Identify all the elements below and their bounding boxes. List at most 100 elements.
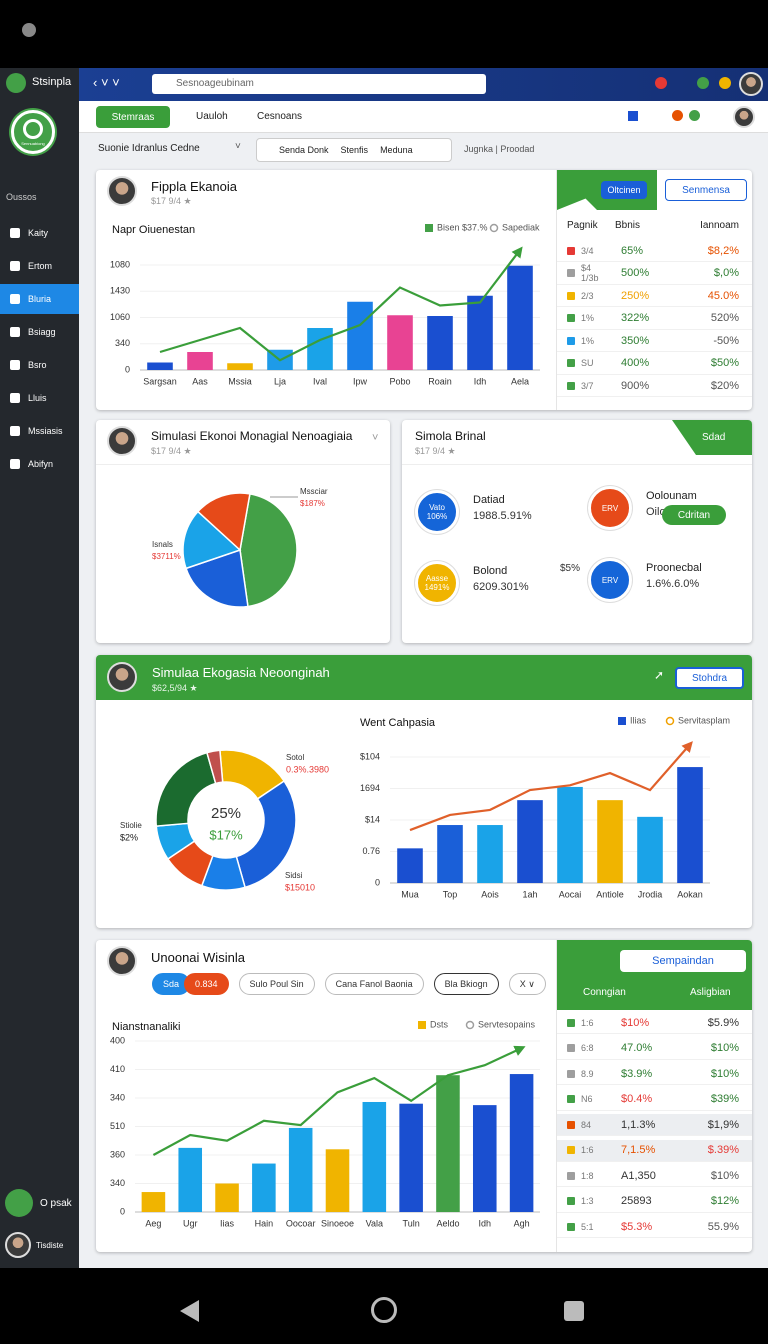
- table-row: 1% 350% -50%: [557, 330, 752, 352]
- filter-option[interactable]: Stenfis: [340, 145, 369, 155]
- nav-icon: [10, 360, 20, 370]
- row-marker: [567, 1018, 575, 1027]
- summary-card: Simola Brinal $17 9/4 ★ Sdad $5% Vato 10…: [402, 420, 752, 643]
- home-key[interactable]: [371, 1297, 397, 1323]
- row-value: $50%: [710, 357, 739, 369]
- tab[interactable]: Uauloh: [196, 111, 228, 122]
- row-marker: [567, 1095, 575, 1103]
- filter-option[interactable]: Senda Donk: [279, 145, 329, 155]
- nav-item[interactable]: Kaity: [0, 218, 79, 248]
- primary-button[interactable]: Stemraas: [96, 106, 170, 128]
- column-header: Iannoam: [700, 219, 739, 231]
- nav-icon: [10, 327, 20, 337]
- dropdown-caret[interactable]: ˅: [235, 141, 241, 152]
- icon[interactable]: [689, 110, 700, 121]
- filter-group[interactable]: Senda Donk Stenfis Meduna: [256, 138, 452, 162]
- nav-icon: [10, 393, 20, 403]
- system-nav: [0, 1268, 768, 1344]
- filter-pill[interactable]: X ∨: [508, 973, 546, 995]
- table-row: 1:8 A1,350 $10%: [557, 1165, 752, 1187]
- row-marker: [567, 1044, 575, 1052]
- header-button[interactable]: Stohdra: [675, 667, 744, 689]
- nav-icon: [10, 261, 20, 271]
- row-value: 45.0%: [707, 289, 739, 302]
- table-button[interactable]: Sempaindan: [620, 950, 746, 972]
- nav-item[interactable]: Ertom: [0, 251, 79, 281]
- filter-option[interactable]: Meduna: [380, 145, 413, 155]
- icon[interactable]: [719, 77, 731, 89]
- row-marker: [567, 1120, 575, 1129]
- share-icon[interactable]: ➚: [654, 668, 665, 682]
- filter-pill[interactable]: 0.834: [184, 973, 229, 995]
- row-value: 1,1.3%: [621, 1118, 656, 1131]
- nav-item[interactable]: Bluria: [0, 284, 79, 314]
- caret[interactable]: ˅: [372, 432, 379, 444]
- brand-icon: [6, 73, 26, 93]
- avatar: [107, 946, 137, 976]
- row-value: $10%: [621, 1016, 650, 1029]
- row-value: $5.3%: [621, 1220, 653, 1233]
- row-value: $1,9%: [707, 1118, 739, 1131]
- icon[interactable]: [672, 110, 683, 121]
- table-button[interactable]: Oltcinen: [601, 181, 647, 199]
- row-marker: [567, 1146, 575, 1154]
- nav-item[interactable]: Bsro: [0, 350, 79, 380]
- nav-icon: [10, 294, 20, 304]
- camera-dot: [22, 23, 36, 37]
- table-row: 84 1,1.3% $1,9%: [557, 1114, 752, 1136]
- nav-item[interactable]: Lluis: [0, 383, 79, 413]
- overview-card: Fippla Ekanoia $17 9/4 ★ Oltcinen Senmen…: [96, 170, 752, 410]
- row-value: 55.9%: [707, 1220, 739, 1233]
- table-row: 5:1 $5.3% 55.9%: [557, 1216, 752, 1238]
- fab[interactable]: [5, 1189, 33, 1217]
- pill-row: Sda 0.834 Sulo Poul Sin Cana Fanol Baonia Bl…: [152, 973, 546, 995]
- card-title: Simulaa Ekogasia Neoonginah: [152, 665, 330, 680]
- card-subtitle: $62,5/94 ★: [152, 683, 198, 693]
- table-button[interactable]: Senmensa: [665, 179, 747, 201]
- avatar[interactable]: [739, 72, 763, 96]
- item-title: Proonecbal: [646, 562, 702, 574]
- card-header: [96, 655, 752, 700]
- row-key: N6: [581, 1094, 593, 1104]
- row-value: A1,350: [621, 1169, 656, 1182]
- item-title: Datiad: [473, 494, 505, 506]
- search-box[interactable]: Sesnoageubinam: [152, 74, 486, 94]
- search-text: Sesnoageubinam: [176, 78, 254, 89]
- filter-pill[interactable]: Sulo Poul Sin: [238, 973, 315, 995]
- icon[interactable]: [628, 111, 638, 121]
- row-value: -50%: [713, 334, 739, 347]
- card-subtitle: $17 9/4 ★: [415, 446, 456, 456]
- row-key: 6:8: [581, 1043, 594, 1053]
- avatar[interactable]: [733, 106, 755, 128]
- icon[interactable]: [655, 77, 667, 89]
- avatar: [107, 176, 137, 206]
- row-value: 25893: [621, 1195, 652, 1207]
- item-value: 1988.5.91%: [473, 510, 532, 522]
- icon[interactable]: [697, 77, 709, 89]
- row-value: 350%: [621, 334, 650, 347]
- nav-label: Ertom: [28, 261, 53, 271]
- pie-card: Simulasi Ekonoi Monagial Nenoagiaia $17 …: [96, 420, 390, 643]
- logo-text: Sennuabiong: [21, 141, 45, 146]
- table-row: 1:6 7,1.5% $.39%: [557, 1139, 752, 1162]
- badge-label[interactable]: Sdad: [702, 432, 726, 443]
- nav-item[interactable]: Bsiagg: [0, 317, 79, 347]
- nav-label: Abifyn: [28, 459, 54, 469]
- tab[interactable]: Cesnoans: [257, 111, 303, 122]
- nav-item[interactable]: Abifyn: [0, 449, 79, 479]
- column-header: Pagnik: [567, 219, 598, 231]
- table-panel: Oltcinen Senmensa Pagnik Bbnis Iannoam 3/4 6…: [556, 170, 752, 410]
- top-bar: ‹ ˅ ˅ Sesnoageubinam: [79, 68, 768, 101]
- row-key: 2/3: [581, 290, 594, 301]
- row-key: 1%: [581, 313, 595, 323]
- back-key[interactable]: [180, 1300, 199, 1322]
- row-marker: [567, 359, 575, 367]
- table-row: SU 400% $50%: [557, 353, 752, 375]
- filter-pill[interactable]: Cana Fanol Baonia: [324, 973, 424, 995]
- row-value: $.39%: [707, 1144, 739, 1156]
- back-button[interactable]: ‹ ˅ ˅: [93, 75, 120, 90]
- item-button[interactable]: Cdritan: [662, 505, 726, 525]
- filter-pill[interactable]: Bla Bkiogn: [433, 973, 499, 995]
- recent-key[interactable]: [564, 1301, 584, 1321]
- nav-item[interactable]: Mssiasis: [0, 416, 79, 446]
